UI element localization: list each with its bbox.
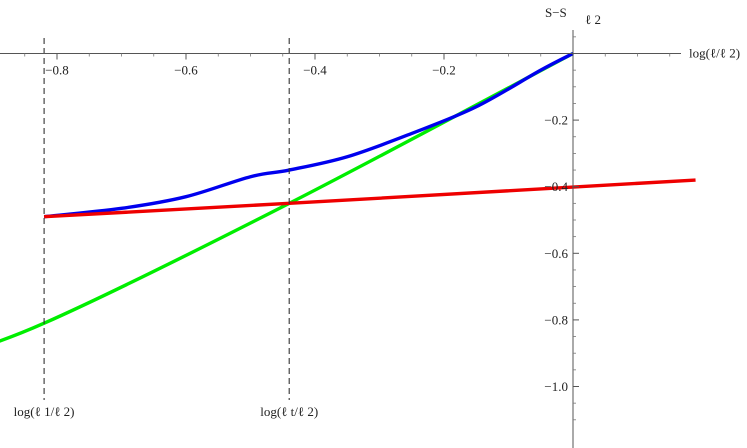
y-tick-label: −0.2 — [544, 113, 568, 128]
reference-line-label-2: log(ℓ t/ℓ 2) — [260, 404, 318, 419]
x-axis-title: log(ℓ/ℓ 2) — [689, 46, 740, 61]
x-tick-label: −0.4 — [303, 63, 327, 78]
blue-curve — [43, 51, 574, 219]
x-tick-label: −0.6 — [174, 63, 198, 78]
y-tick-label: −0.4 — [544, 179, 568, 194]
curves — [0, 51, 696, 343]
y-tick-label: −1.0 — [544, 379, 568, 394]
y-tick-label: −0.6 — [544, 246, 568, 261]
axes — [0, 30, 681, 448]
y-axis-title-subscript: ℓ 2 — [585, 12, 601, 27]
reference-lines — [43, 38, 290, 400]
labels: log(ℓ 1/ℓ 2) log(ℓ t/ℓ 2) −0.8 −0.6 −0.4 −0.2… — [14, 5, 740, 419]
x-tick-label: −0.8 — [45, 63, 69, 78]
reference-line-label-1: log(ℓ 1/ℓ 2) — [14, 404, 75, 419]
red-line — [44, 178, 696, 219]
x-tick-label: −0.2 — [432, 63, 456, 78]
y-axis-title: S−S — [545, 5, 567, 20]
y-tick-label: −0.8 — [544, 312, 568, 327]
